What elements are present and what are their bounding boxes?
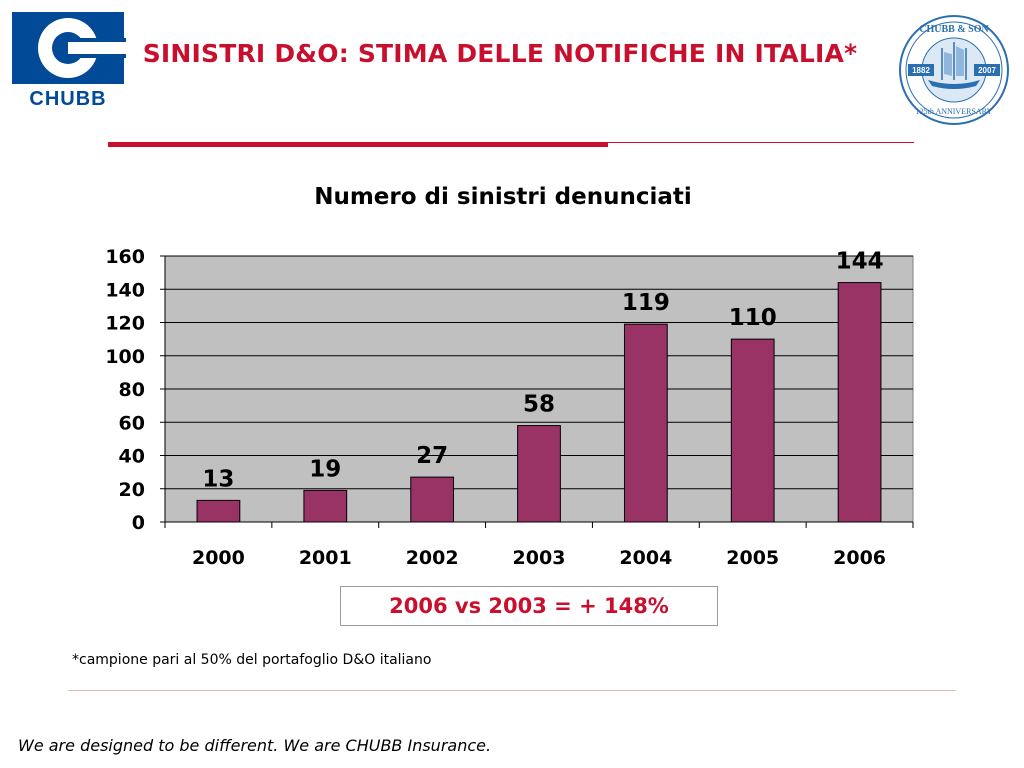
chart-title: Numero di sinistri denunciati — [314, 184, 692, 210]
growth-callout: 2006 vs 2003 = + 148% — [340, 586, 718, 626]
page-title: SINISTRI D&O: STIMA DELLE NOTIFICHE IN I… — [142, 39, 858, 68]
x-tick-label-2001: 2001 — [299, 547, 352, 569]
y-tick-label: 160 — [105, 246, 145, 268]
data-label-2001: 19 — [309, 456, 341, 482]
x-tick-label-2000: 2000 — [192, 547, 245, 569]
y-tick-label: 100 — [105, 346, 145, 368]
svg-text:1882: 1882 — [912, 66, 930, 75]
svg-text:2007: 2007 — [978, 66, 996, 75]
svg-text:125th ANNIVERSARY: 125th ANNIVERSARY — [916, 107, 993, 116]
y-tick-label: 140 — [105, 279, 145, 301]
bar-2000 — [196, 499, 241, 523]
data-label-2006: 144 — [836, 249, 884, 275]
data-label-2004: 119 — [622, 290, 670, 316]
title-divider-thick — [108, 142, 608, 147]
x-tick-label-2003: 2003 — [513, 547, 566, 569]
data-label-2000: 13 — [202, 466, 234, 492]
bar-2002 — [410, 476, 455, 523]
y-tick-label: 80 — [119, 379, 145, 401]
y-tick-label: 60 — [119, 412, 145, 434]
data-label-2003: 58 — [523, 392, 555, 418]
bar-2005 — [730, 338, 775, 523]
bar-2006 — [837, 282, 882, 523]
bar-2001 — [303, 489, 348, 523]
bar-chart: 0 20 40 60 80 100 120 140 160 13 2000 19 2001 27 2002 5… — [105, 246, 914, 569]
y-tick-label: 0 — [132, 512, 145, 534]
x-tick-label-2005: 2005 — [726, 547, 779, 569]
anniversary-seal-logo: 1882 2007 CHUBB & SON 125th ANNIVERSARY — [899, 15, 1009, 125]
chubb-logo: CHUBB — [12, 12, 126, 108]
y-tick-label: 20 — [119, 479, 145, 501]
y-tick-label: 120 — [105, 313, 145, 335]
footnote: *campione pari al 50% del portafoglio D&… — [72, 652, 432, 668]
bar-2004 — [623, 323, 668, 523]
x-tick-label-2004: 2004 — [619, 547, 672, 569]
footer-divider — [68, 690, 956, 691]
x-tick-label-2006: 2006 — [833, 547, 886, 569]
data-label-2002: 27 — [416, 443, 448, 469]
y-tick-label: 40 — [119, 446, 145, 468]
svg-text:CHUBB: CHUBB — [29, 88, 106, 108]
title-divider-thin — [604, 142, 914, 143]
data-label-2005: 110 — [729, 305, 777, 331]
footer-tagline: We are designed to be different. We are … — [18, 736, 492, 755]
svg-text:CHUBB & SON: CHUBB & SON — [919, 24, 989, 35]
bar-2003 — [517, 425, 561, 523]
x-tick-label-2002: 2002 — [406, 547, 459, 569]
growth-callout-text: 2006 vs 2003 = + 148% — [389, 594, 669, 618]
